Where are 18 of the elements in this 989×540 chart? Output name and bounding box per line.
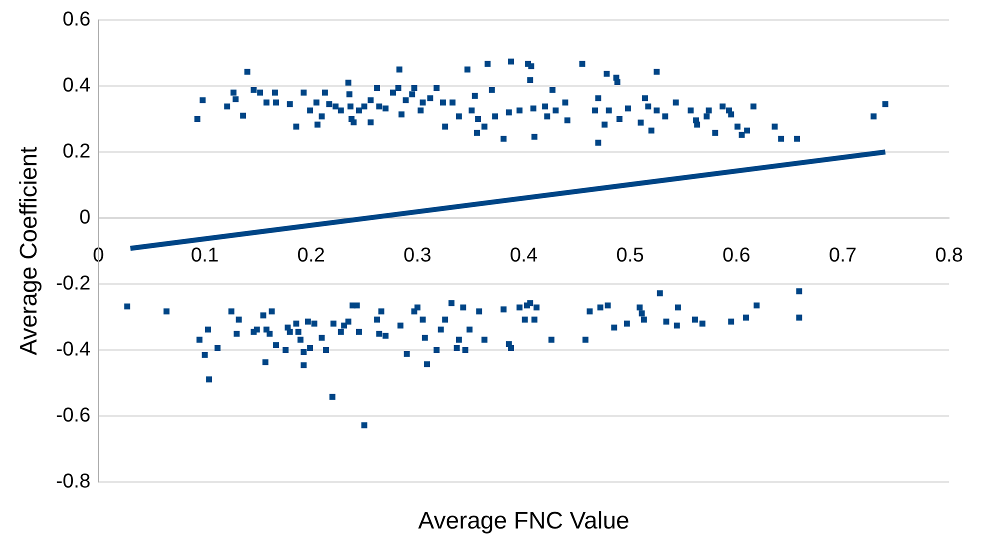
x-tick-label: 0.5 <box>616 244 644 267</box>
x-tick-label: 0.1 <box>190 244 219 267</box>
y-tick-label: -0.4 <box>56 338 90 361</box>
x-tick-label: 0.8 <box>935 244 964 267</box>
y-axis-title: Average Coefficient <box>16 146 43 356</box>
y-tick-label: 0.4 <box>62 74 90 97</box>
y-tick-label: -0.6 <box>56 404 90 427</box>
y-tick-label: -0.2 <box>56 272 90 295</box>
x-tick-label: 0.3 <box>404 244 432 267</box>
y-tick-label: 0.6 <box>62 8 90 31</box>
x-tick-label: 0.4 <box>510 244 538 267</box>
x-tick-label: 0.7 <box>828 244 857 267</box>
y-tick-label: 0 <box>79 206 90 229</box>
x-axis-title: Average FNC Value <box>418 508 630 535</box>
x-tick-label: 0.6 <box>722 244 750 267</box>
y-tick-label: 0.2 <box>62 140 90 163</box>
y-tick-label: -0.8 <box>56 470 90 493</box>
x-tick-label: 0.2 <box>297 244 326 267</box>
